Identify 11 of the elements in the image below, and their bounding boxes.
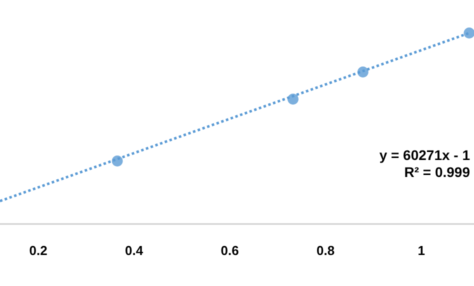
annotation: R² = 0.999 bbox=[404, 164, 470, 180]
point bbox=[112, 155, 123, 166]
annotation: y = 60271x - 1 bbox=[379, 147, 470, 163]
x-tick-label: 1 bbox=[418, 243, 425, 258]
point bbox=[357, 66, 368, 78]
point bbox=[288, 94, 299, 105]
point bbox=[464, 28, 474, 38]
x-tick-label: 0.4 bbox=[125, 243, 144, 258]
x-tick-label: 0.8 bbox=[316, 243, 335, 258]
x-tick-label: 0.2 bbox=[29, 243, 48, 258]
x-tick-label: 0.6 bbox=[220, 243, 239, 258]
